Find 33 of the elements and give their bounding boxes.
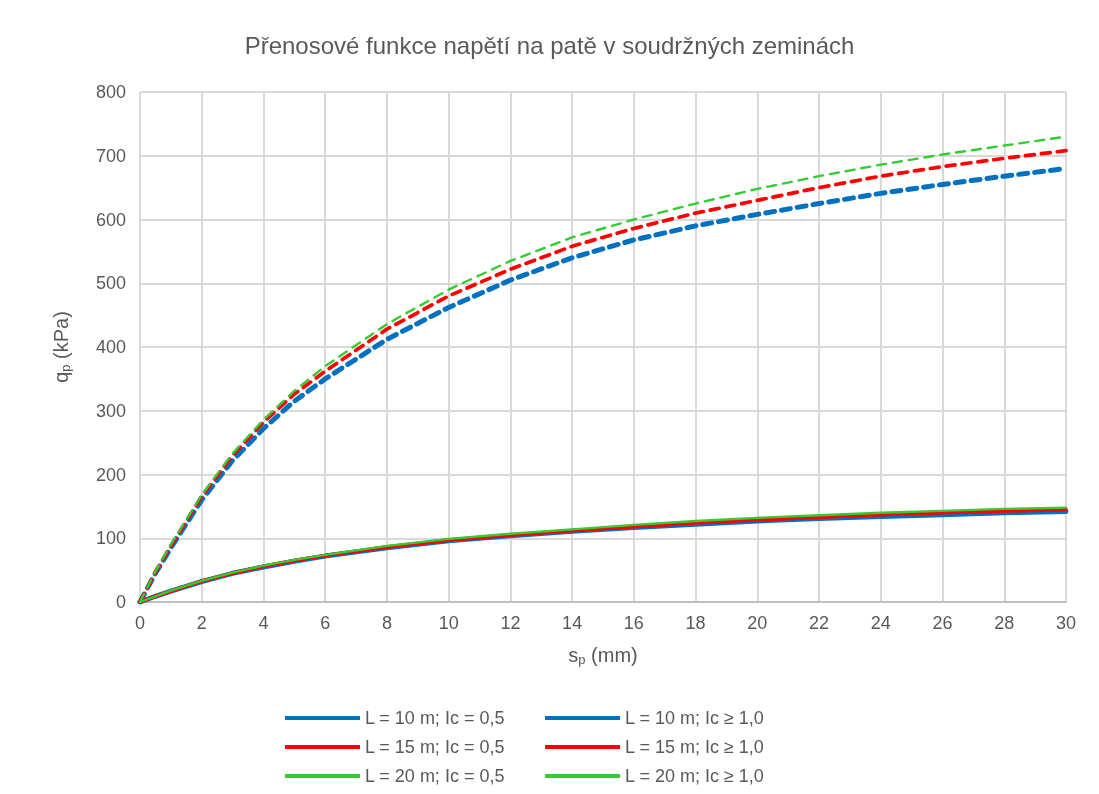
y-tick-label: 400 [95,337,126,357]
legend-label: L = 10 m; Ic = 0,5 [365,708,505,728]
y-tick-label: 0 [115,592,126,612]
x-tick-label: 10 [438,613,459,633]
x-tick-label: 26 [932,613,953,633]
legend-label: L = 15 m; Ic ≥ 1,0 [625,737,764,757]
y-tick-label: 600 [95,209,126,230]
chart-title: Přenosové funkce napětí na patě v soudržných zeminách [244,31,855,59]
legend-label: L = 10 m; Ic ≥ 1,0 [625,708,764,728]
y-tick-label: 200 [95,464,126,485]
x-tick-label: 18 [685,613,706,633]
x-tick-label: 6 [320,613,331,633]
y-tick-label: 500 [95,273,126,294]
x-tick-label: 20 [747,613,768,633]
x-tick-label: 0 [134,613,146,633]
x-tick-label: 30 [1055,613,1077,633]
x-tick-label: 2 [196,613,207,633]
x-tick-label: 8 [381,613,392,633]
x-tick-label: 22 [809,613,830,633]
x-tick-label: 12 [500,613,521,633]
y-tick-label: 700 [95,145,126,166]
x-tick-label: 4 [258,613,269,633]
y-axis-title: qp (kPa) [50,311,73,383]
legend-label: L = 15 m; Ic = 0,5 [365,737,505,757]
legend-label: L = 20 m; Ic = 0,5 [365,766,505,786]
x-tick-label: 24 [870,613,891,633]
legend-label: L = 20 m; Ic ≥ 1,0 [625,766,764,786]
y-tick-label: 300 [95,400,126,421]
y-tick-label: 800 [95,82,126,102]
y-tick-label: 100 [95,528,126,549]
x-tick-label: 14 [562,613,583,633]
x-tick-label: 28 [994,613,1015,633]
x-tick-label: 16 [623,613,644,633]
